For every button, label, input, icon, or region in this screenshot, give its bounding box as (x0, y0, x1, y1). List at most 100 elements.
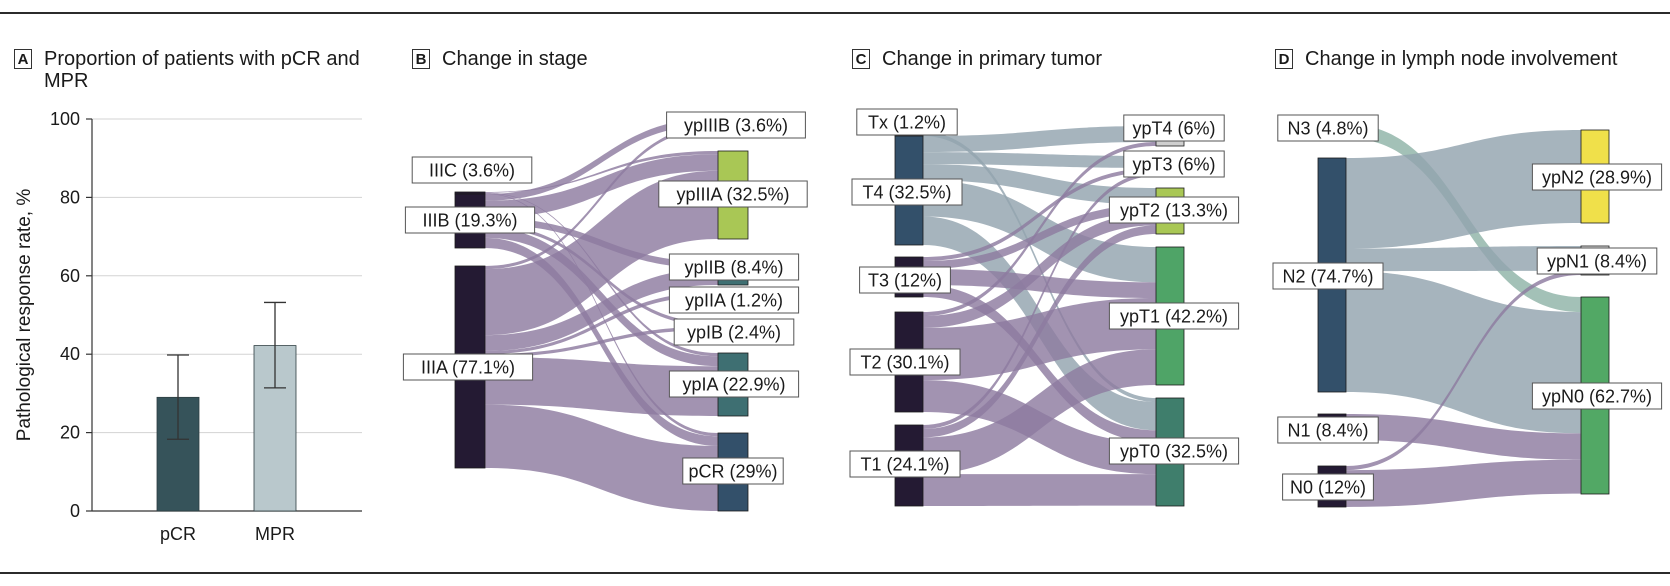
label-IIIA-box (402, 353, 534, 381)
bottom-rule (0, 572, 1670, 574)
flow-IIIC-to-ypIIIA (485, 151, 718, 193)
y-tick-label: 20 (60, 423, 80, 443)
panel-b-title: Change in stage (442, 48, 588, 70)
flow-IIIA-to-ypIB (485, 326, 718, 358)
flow-T3-to-ypT3 (923, 168, 1156, 261)
panel-d-title: Change in lymph node involvement (1305, 48, 1618, 70)
label-ypT4: ypT4 (6%) (1132, 119, 1215, 139)
flow-N2-to-ypN0 (1346, 271, 1581, 434)
flow-T4-to-ypT3 (923, 152, 1156, 168)
label-Tx-box (856, 108, 958, 136)
flow-N0-to-ypN0 (1346, 459, 1581, 507)
label-ypN2-box (1531, 163, 1663, 191)
label-IIIC: IIIC (3.6%) (429, 161, 515, 181)
flow-T3-to-ypT2 (923, 204, 1156, 269)
flow-IIIA-to-ypIIA (485, 292, 718, 355)
label-ypIB-box (673, 318, 795, 346)
flow-T1-to-ypT3 (923, 172, 1156, 430)
flow-IIIA-to-ypIIIA (485, 170, 718, 336)
flow-T1-to-ypT0 (923, 474, 1156, 506)
label-ypIIB: ypIIB (8.4%) (684, 258, 783, 278)
label-IIIC-box (411, 156, 533, 184)
x-tick-label: pCR (160, 524, 196, 544)
y-tick-label: 0 (70, 501, 80, 521)
label-T1-box (849, 450, 961, 478)
label-T3: T3 (12%) (868, 271, 942, 291)
flow-T4-to-ypT1 (923, 180, 1156, 283)
y-tick-label: 40 (60, 344, 80, 364)
label-ypT2: ypT2 (13.3%) (1120, 201, 1228, 221)
label-ypIIB-box (668, 253, 800, 281)
label-ypT1: ypT1 (42.2%) (1120, 307, 1228, 327)
label-ypT2-box (1108, 196, 1240, 224)
flow-IIIA-to-pCR (485, 404, 718, 511)
label-T4: T4 (32.5%) (862, 183, 951, 203)
label-N3-box (1277, 114, 1379, 142)
flow-T2-to-ypT4 (923, 142, 1156, 316)
label-pCR: pCR (29%) (688, 462, 777, 482)
label-ypT3: ypT3 (6%) (1132, 155, 1215, 175)
label-pCR-box (682, 457, 784, 485)
label-T2: T2 (30.1%) (860, 353, 949, 373)
label-ypIIA-box (668, 286, 800, 314)
y-tick-label: 80 (60, 187, 80, 207)
label-ypIIIB: ypIIIB (3.6%) (684, 116, 788, 136)
flow-N0-to-ypN1 (1346, 270, 1581, 471)
panel-c-header: C Change in primary tumor (852, 48, 1102, 70)
label-IIIA: IIIA (77.1%) (421, 358, 515, 378)
flow-T4-to-ypT2 (923, 164, 1156, 205)
label-T4-box (851, 178, 963, 206)
panel-c-title: Change in primary tumor (882, 48, 1103, 70)
label-T3-box (859, 266, 951, 294)
panel-b-header: B Change in stage (412, 48, 588, 70)
label-ypIB: ypIB (2.4%) (687, 323, 781, 343)
flow-N2-to-ypN1 (1346, 246, 1581, 272)
label-IIIB-box (404, 206, 536, 234)
y-tick-label: 100 (50, 109, 80, 129)
flow-IIIA-to-ypIIIB (485, 124, 718, 270)
x-tick-label: MPR (255, 524, 295, 544)
y-tick-label: 60 (60, 266, 80, 286)
flow-T1-to-ypT1 (923, 349, 1156, 475)
panel-a-header: A Proportion of patients with pCR and MP… (14, 48, 374, 92)
label-Tx: Tx (1.2%) (868, 113, 946, 133)
label-T1: T1 (24.1%) (860, 455, 949, 475)
label-ypT1-box (1108, 302, 1240, 330)
panel-d-header: D Change in lymph node involvement (1275, 48, 1617, 70)
label-ypIA-box (668, 370, 800, 398)
label-ypN0: ypN0 (62.7%) (1542, 387, 1652, 407)
panel-c-letter: C (852, 49, 870, 69)
label-N1: N1 (8.4%) (1287, 421, 1368, 441)
panel-b-letter: B (412, 49, 430, 69)
label-ypIIIA: ypIIIA (32.5%) (676, 185, 789, 205)
label-N2-box (1272, 262, 1384, 290)
flow-T2-to-ypT2 (923, 212, 1156, 328)
flow-IIIB-to-ypIA (485, 227, 718, 367)
label-ypIIA: ypIIA (1.2%) (685, 291, 783, 311)
label-ypIA: ypIA (22.9%) (682, 375, 785, 395)
panel-d-letter: D (1275, 49, 1293, 69)
flow-T4-to-ypT4 (923, 126, 1156, 153)
label-N2: N2 (74.7%) (1282, 267, 1373, 287)
panel-a-title: Proportion of patients with pCR and MPR (44, 48, 360, 92)
label-IIIB: IIIB (19.3%) (422, 211, 517, 231)
flow-IIIB-to-ypIIIA (485, 154, 718, 218)
flow-T2-to-ypT1 (923, 298, 1156, 381)
label-N0-box (1282, 473, 1374, 501)
label-ypN1: ypN1 (8.4%) (1547, 252, 1647, 272)
label-ypT0: ypT0 (32.5%) (1120, 442, 1228, 462)
flow-IIIA-to-ypIIB (485, 268, 718, 351)
label-ypN0-box (1531, 382, 1663, 410)
top-rule (0, 12, 1670, 14)
label-ypIIIA-box (658, 180, 808, 208)
label-ypIIIB-box (666, 111, 806, 139)
label-ypT0-box (1108, 437, 1240, 465)
flow-T3-to-ypT1 (923, 269, 1156, 299)
flow-N2-to-ypN2 (1346, 130, 1581, 249)
flow-IIIA-to-ypIA (485, 357, 718, 416)
panel-a-letter: A (14, 49, 32, 69)
label-N3: N3 (4.8%) (1287, 119, 1368, 139)
flow-IIIB-to-ypIIIB (485, 118, 718, 201)
